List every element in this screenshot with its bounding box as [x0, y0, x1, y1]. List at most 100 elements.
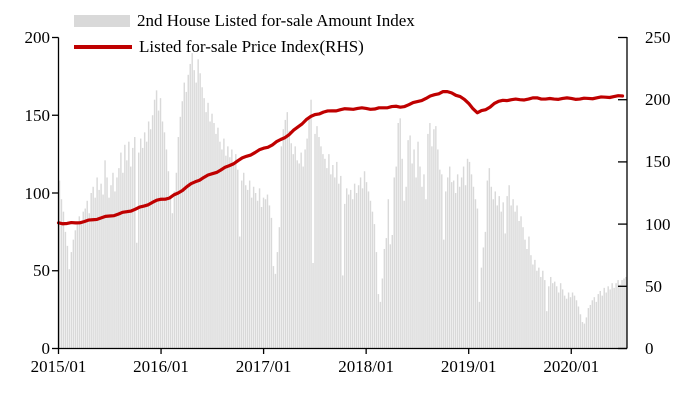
bar — [302, 166, 304, 349]
bar — [557, 292, 560, 349]
bar — [540, 276, 542, 349]
left-axis-tick-label: 100 — [24, 183, 51, 203]
bar — [363, 171, 366, 349]
bar — [504, 233, 506, 349]
bar — [175, 172, 178, 349]
bar — [536, 270, 538, 349]
bar — [193, 70, 195, 349]
bar — [462, 166, 465, 349]
bar — [286, 112, 288, 349]
bar — [601, 295, 603, 349]
right-axis-tick-label: 100 — [645, 214, 671, 234]
bar — [468, 161, 471, 349]
bar — [130, 166, 132, 349]
bar — [191, 53, 193, 349]
bar — [318, 137, 320, 349]
bar — [472, 186, 475, 349]
bar — [138, 152, 140, 349]
bar — [538, 267, 540, 349]
bar — [593, 297, 596, 349]
bar — [340, 175, 342, 349]
bar — [546, 311, 548, 349]
bar — [68, 269, 71, 349]
bar — [134, 137, 136, 349]
bar — [561, 289, 564, 349]
bar — [603, 287, 605, 349]
bar — [573, 295, 576, 349]
bar — [108, 197, 110, 349]
bar — [516, 205, 518, 349]
bar — [298, 163, 300, 349]
bar — [559, 283, 562, 349]
bar — [284, 119, 287, 349]
bar — [419, 166, 421, 349]
bar — [157, 110, 160, 349]
bar — [268, 205, 271, 349]
bar — [94, 197, 96, 349]
bar — [351, 199, 354, 349]
line-swatch-icon — [74, 45, 132, 49]
bar — [98, 189, 100, 349]
bar — [64, 231, 67, 349]
bar — [395, 166, 397, 349]
bar — [62, 211, 65, 349]
bar — [126, 160, 128, 349]
bar — [401, 158, 403, 349]
bar — [530, 255, 532, 349]
bar — [421, 186, 423, 349]
left-axis-tick-label: 0 — [41, 339, 51, 358]
bar — [252, 186, 255, 349]
x-axis-tick-label: 2017/01 — [235, 357, 292, 376]
bar — [290, 143, 292, 349]
bar — [563, 295, 566, 349]
bar — [110, 185, 112, 349]
bar — [163, 132, 166, 349]
bar — [415, 177, 417, 349]
bar — [450, 182, 453, 349]
bar — [518, 220, 520, 349]
bar — [417, 141, 419, 349]
bar — [470, 174, 473, 349]
bar — [310, 99, 312, 349]
bar — [502, 202, 504, 349]
bar — [296, 160, 298, 349]
bar — [583, 323, 586, 349]
bar — [312, 262, 314, 349]
bar — [553, 281, 556, 349]
bar — [488, 168, 491, 349]
bar — [207, 102, 209, 349]
bar — [104, 160, 106, 349]
bar — [379, 301, 382, 349]
bar — [506, 196, 508, 349]
bar — [399, 118, 401, 349]
bar — [282, 129, 285, 349]
bar — [534, 259, 536, 349]
bar — [320, 146, 322, 349]
legend-item-price: Listed for-sale Price Index(RHS) — [74, 34, 415, 60]
legend-item-amount: 2nd House Listed for-sale Amount Index — [74, 8, 415, 34]
bar — [100, 183, 102, 349]
bar — [496, 205, 498, 349]
left-axis-tick-label: 50 — [33, 261, 50, 281]
bar — [326, 168, 328, 349]
bar — [613, 287, 615, 349]
x-axis-tick-label: 2020/01 — [543, 357, 600, 376]
bar — [591, 300, 594, 349]
bar — [474, 199, 477, 349]
bar — [215, 133, 217, 349]
x-axis-tick-label: 2015/01 — [30, 357, 87, 376]
bar — [231, 149, 233, 349]
bar — [510, 205, 512, 349]
bar — [82, 211, 84, 349]
bar — [456, 174, 459, 349]
bar — [330, 174, 332, 349]
bar — [397, 123, 399, 349]
bar — [155, 90, 158, 349]
bar — [300, 152, 302, 349]
bar — [361, 188, 364, 349]
bar — [280, 146, 283, 349]
bar — [377, 294, 380, 349]
bar — [595, 301, 598, 349]
bar — [201, 87, 203, 349]
